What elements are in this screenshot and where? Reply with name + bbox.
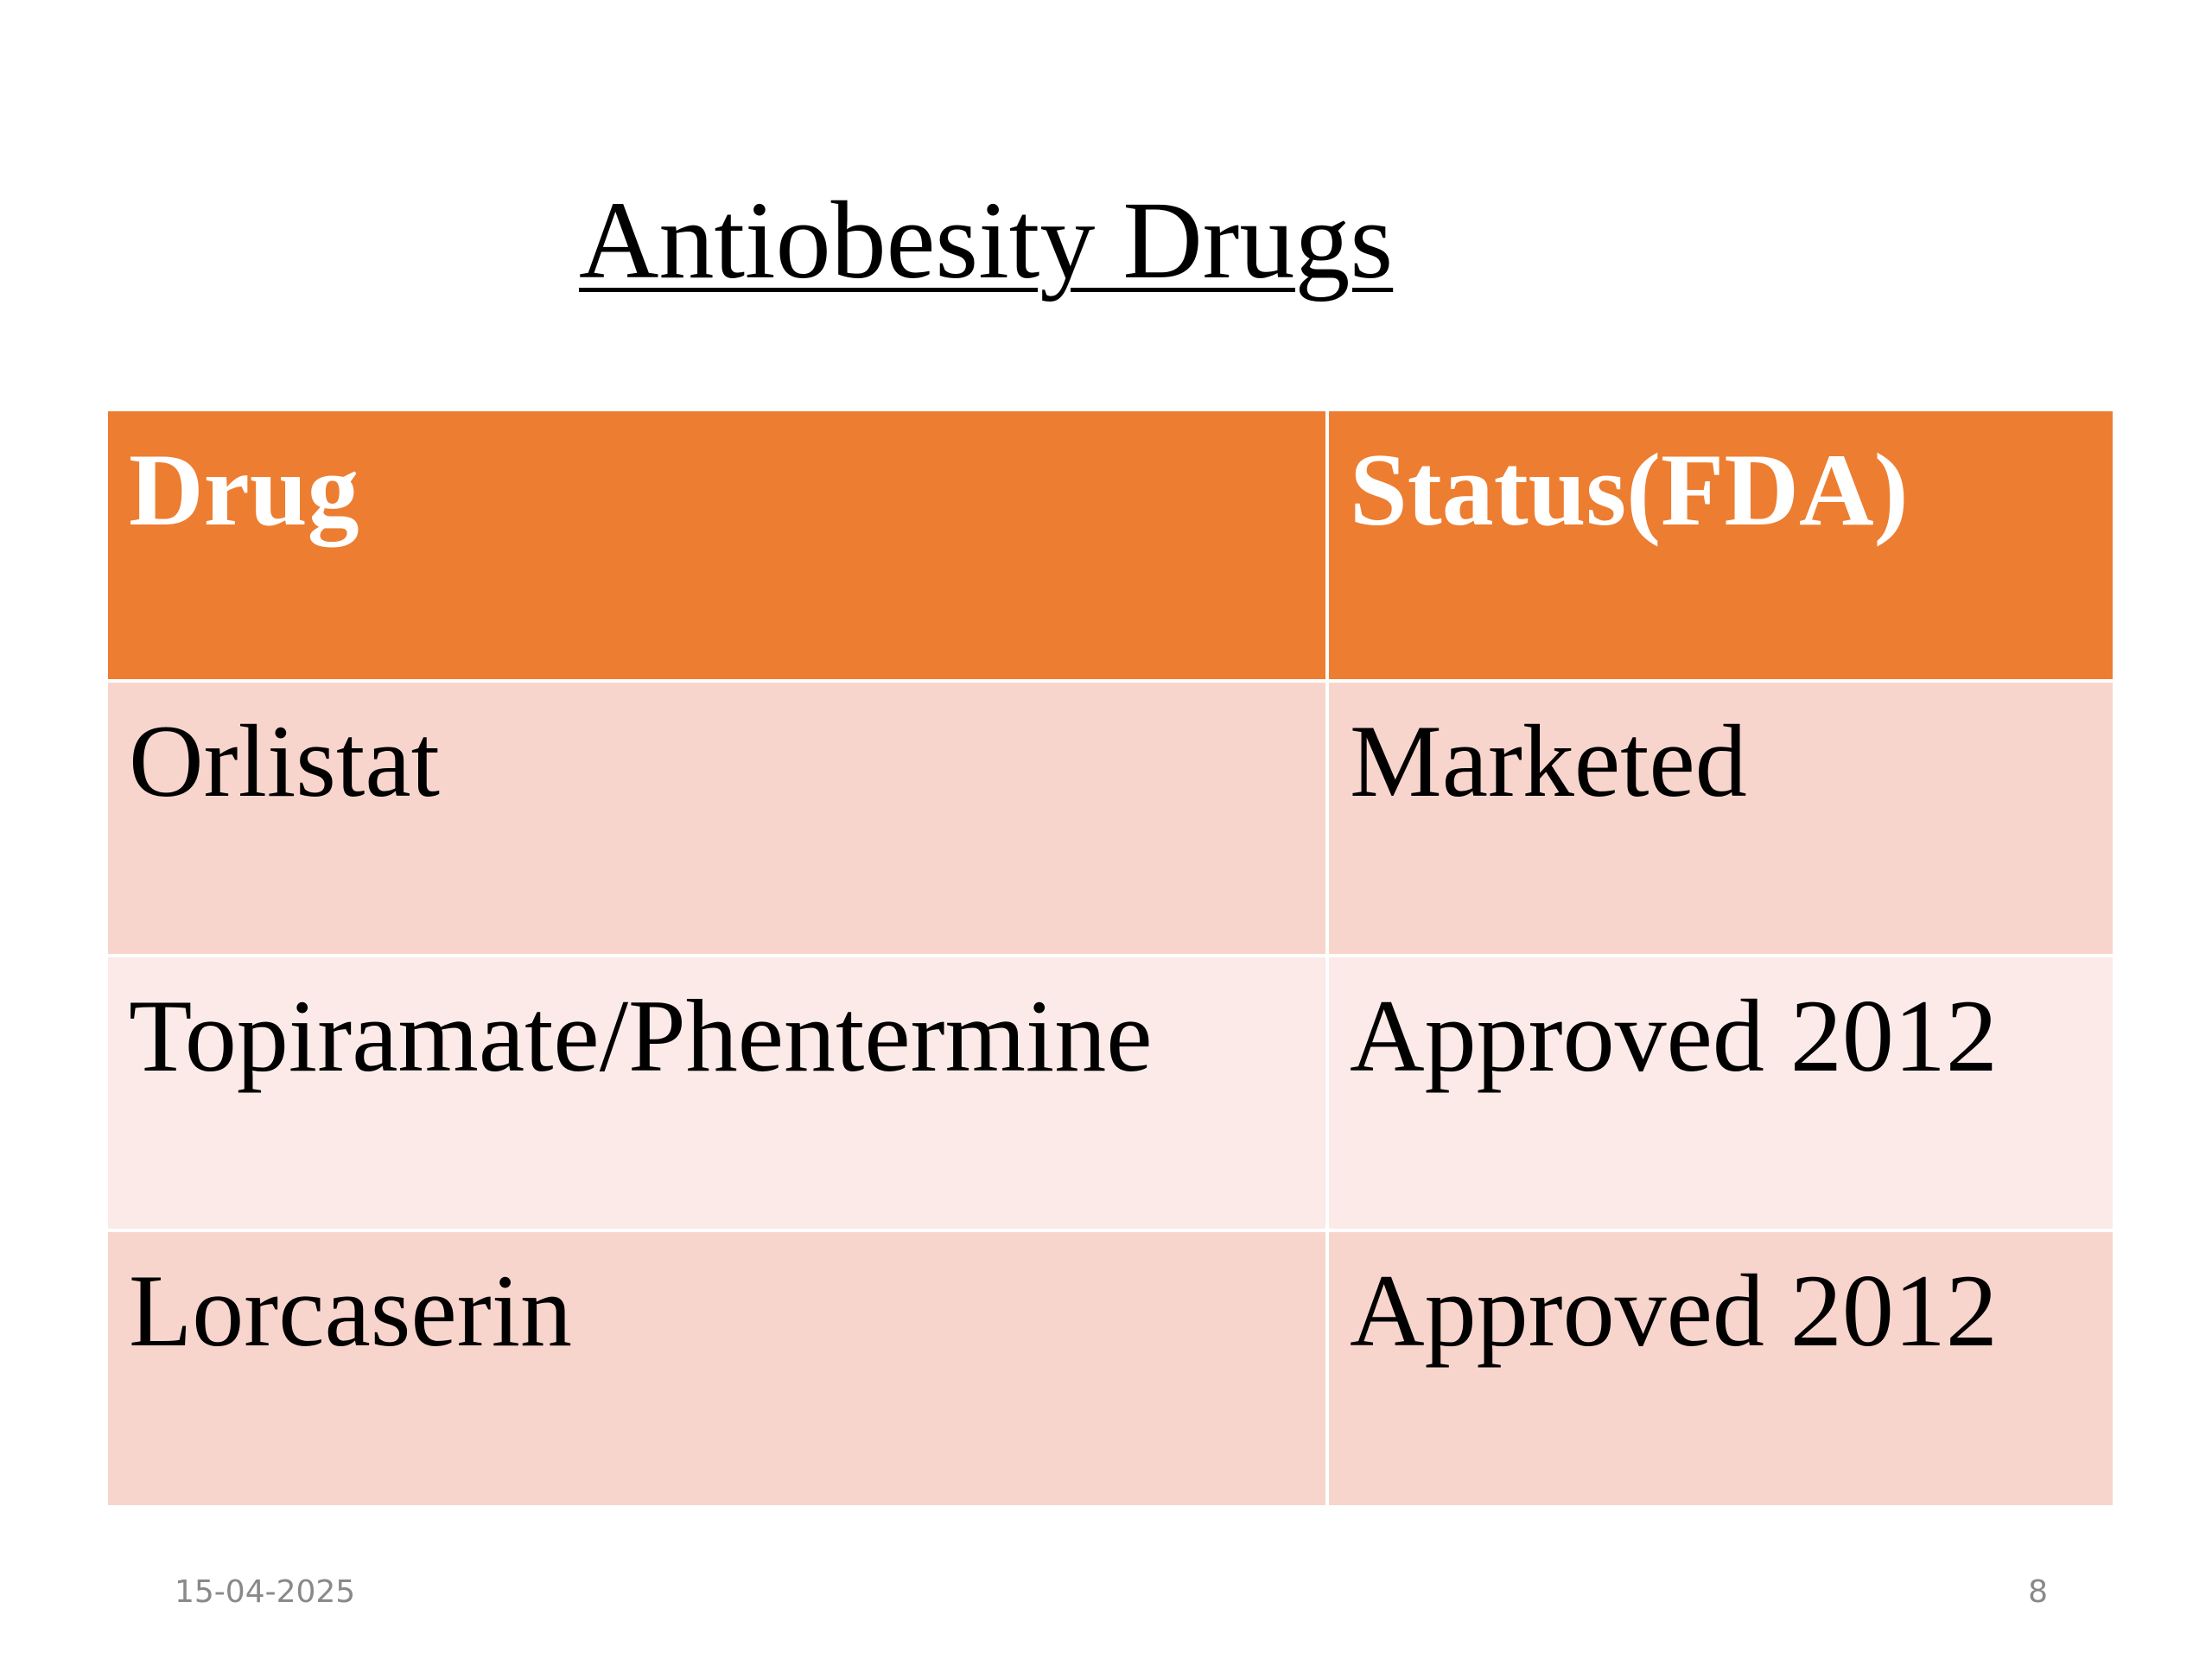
drug-status-table: Drug Status(FDA) Orlistat Marketed Topir… (108, 411, 2113, 1505)
table-row: Topiramate/Phentermine Approved 2012 (108, 954, 2113, 1232)
cell-status: Approved 2012 (1325, 954, 2113, 1232)
table-row: Orlistat Marketed (108, 679, 2113, 957)
cell-status: Approved 2012 (1325, 1229, 2113, 1505)
footer-date: 15-04-2025 (175, 1574, 356, 1610)
header-drug: Drug (108, 411, 1329, 683)
slide-title: Antiobesity Drugs (579, 179, 1394, 302)
header-status-fda: Status(FDA) (1325, 411, 2113, 683)
table-row: Lorcaserin Approved 2012 (108, 1229, 2113, 1505)
slide-number: 8 (2028, 1574, 2048, 1610)
cell-drug: Orlistat (108, 679, 1329, 957)
cell-status: Marketed (1325, 679, 2113, 957)
cell-drug: Lorcaserin (108, 1229, 1329, 1505)
table-header-row: Drug Status(FDA) (108, 411, 2113, 683)
cell-drug: Topiramate/Phentermine (108, 954, 1329, 1232)
